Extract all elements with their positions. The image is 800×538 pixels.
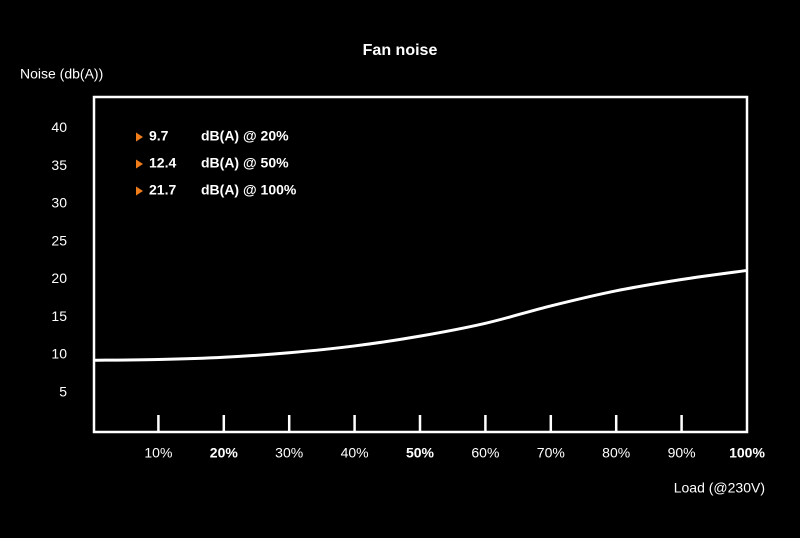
y-tick-label: 20: [51, 270, 67, 286]
annotation-marker: [136, 186, 143, 196]
annotation-value: 21.7: [149, 182, 176, 198]
y-tick-label: 15: [51, 308, 67, 324]
y-tick-label: 30: [51, 195, 67, 211]
line-series: [92, 268, 748, 362]
y-tick-label: 10: [51, 346, 67, 362]
plot-frame: [92, 95, 749, 434]
x-tick-label: 70%: [537, 445, 565, 461]
annotation-marker: [136, 132, 143, 142]
y-tick-label: 5: [59, 383, 67, 399]
annotation-value: 12.4: [149, 155, 176, 171]
x-tick-label: 60%: [471, 445, 499, 461]
y-tick-label: 35: [51, 157, 67, 173]
annotation-text: dB(A) @ 100%: [201, 182, 297, 198]
x-tick-label: 100%: [729, 445, 765, 461]
x-axis-label: Load (@230V): [674, 480, 765, 496]
x-tick-label: 50%: [406, 445, 435, 461]
annotation-marker: [136, 159, 143, 169]
x-tick-label: 40%: [341, 445, 369, 461]
x-tick-label: 90%: [668, 445, 696, 461]
y-tick-label: 25: [51, 232, 67, 248]
x-tick-label: 80%: [602, 445, 630, 461]
annotation-value: 9.7: [149, 128, 169, 144]
annotation-text: dB(A) @ 50%: [201, 155, 289, 171]
x-tick-label: 20%: [210, 445, 239, 461]
y-axis-label: Noise (db(A)): [20, 66, 103, 82]
y-tick-label: 40: [51, 119, 67, 135]
annotation-text: dB(A) @ 20%: [201, 128, 289, 144]
chart-title: Fan noise: [363, 42, 438, 59]
x-tick-label: 30%: [275, 445, 303, 461]
x-tick-label: 10%: [144, 445, 172, 461]
